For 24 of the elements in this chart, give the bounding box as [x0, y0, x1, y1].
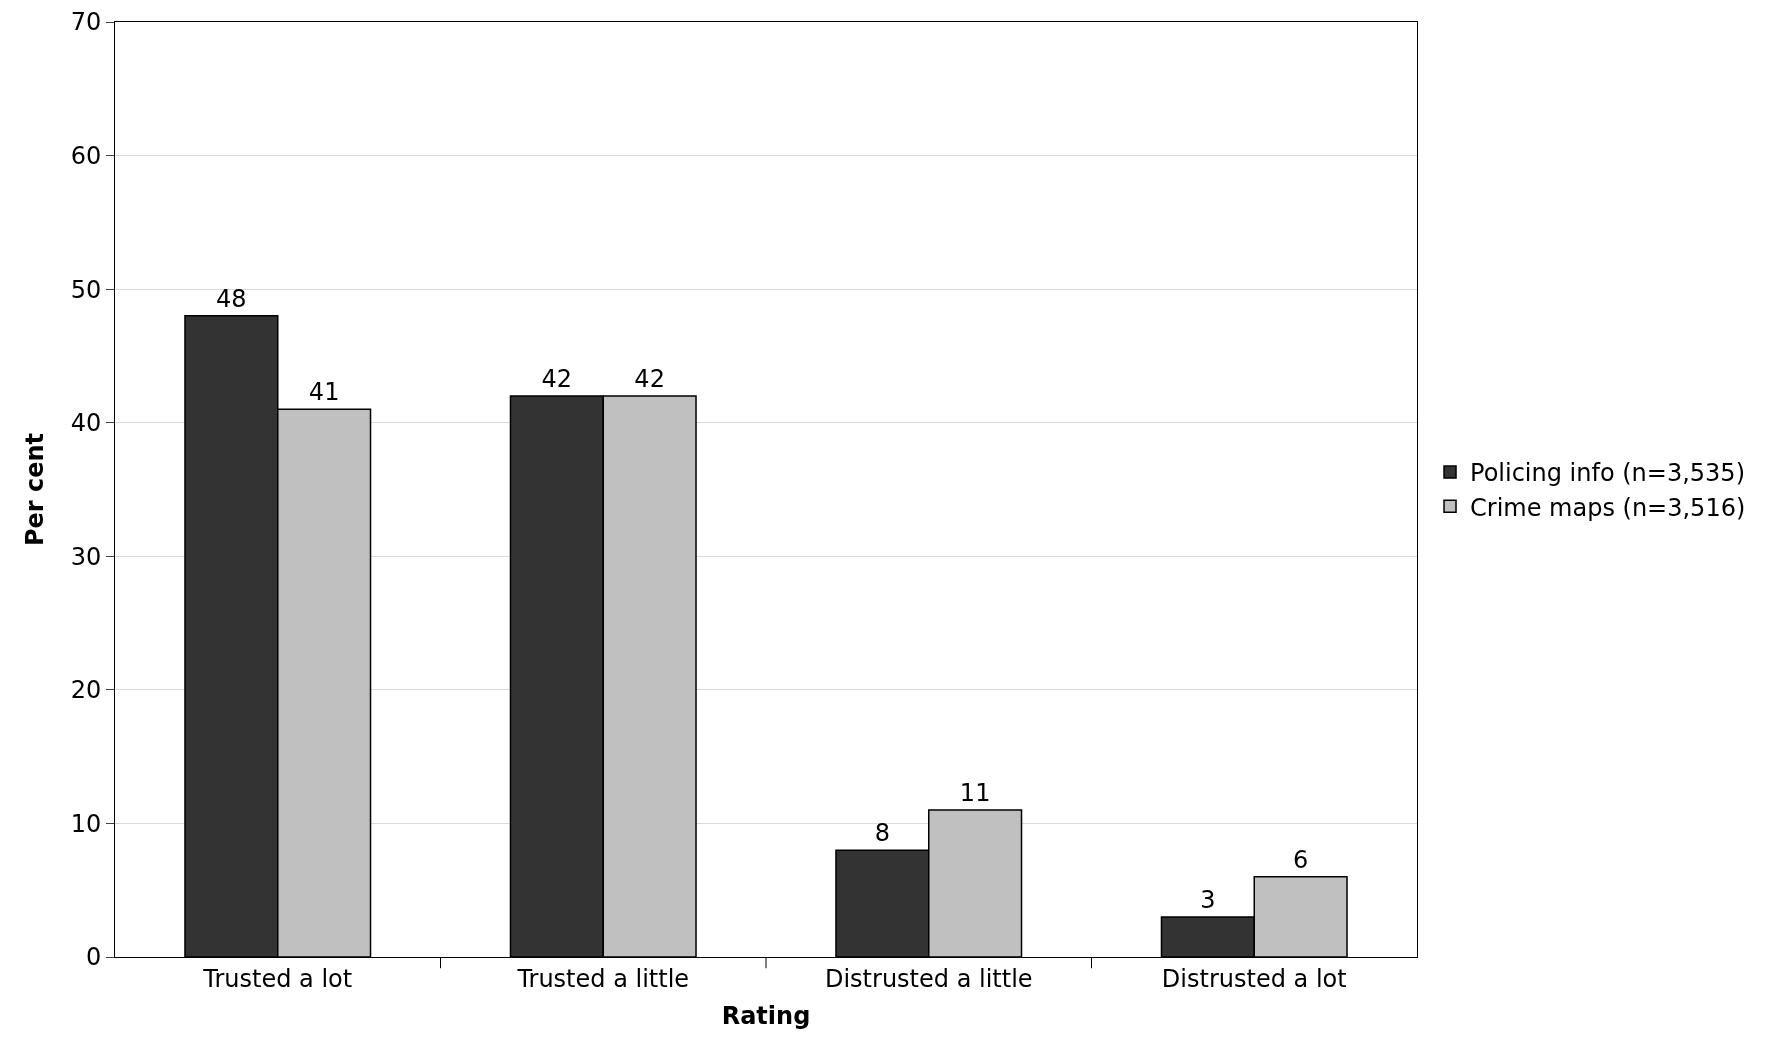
y-tick-label: 70 — [70, 8, 102, 37]
data-label: 42 — [541, 365, 573, 393]
data-label: 41 — [308, 378, 340, 407]
y-tick-label: 40 — [70, 409, 102, 438]
data-label: 6 — [1292, 845, 1309, 874]
data-label: 42 — [634, 365, 665, 393]
legend-label: Crime maps (n=3,516) — [1470, 493, 1746, 522]
y-tick-label: 60 — [70, 141, 102, 170]
x-tick-label: Distrusted a little — [824, 964, 1033, 993]
y-axis-title: Per cent — [20, 432, 49, 547]
x-tick-label: Distrusted a lot — [1161, 964, 1347, 993]
y-tick-label: 0 — [85, 943, 102, 972]
data-label: 8 — [874, 819, 891, 848]
data-label: 11 — [959, 779, 991, 808]
y-tick-label: 10 — [70, 809, 102, 838]
y-tick-label: 50 — [70, 275, 102, 304]
x-axis-title: Rating — [721, 1002, 811, 1031]
data-label: 48 — [216, 284, 247, 313]
x-tick-label: Trusted a little — [516, 964, 690, 993]
legend-label: Policing info (n=3,535) — [1470, 459, 1745, 488]
y-tick-label: 20 — [70, 676, 102, 705]
y-tick-label: 30 — [70, 542, 102, 571]
x-tick-label: Trusted a lot — [202, 964, 353, 993]
data-label: 3 — [1200, 885, 1216, 914]
